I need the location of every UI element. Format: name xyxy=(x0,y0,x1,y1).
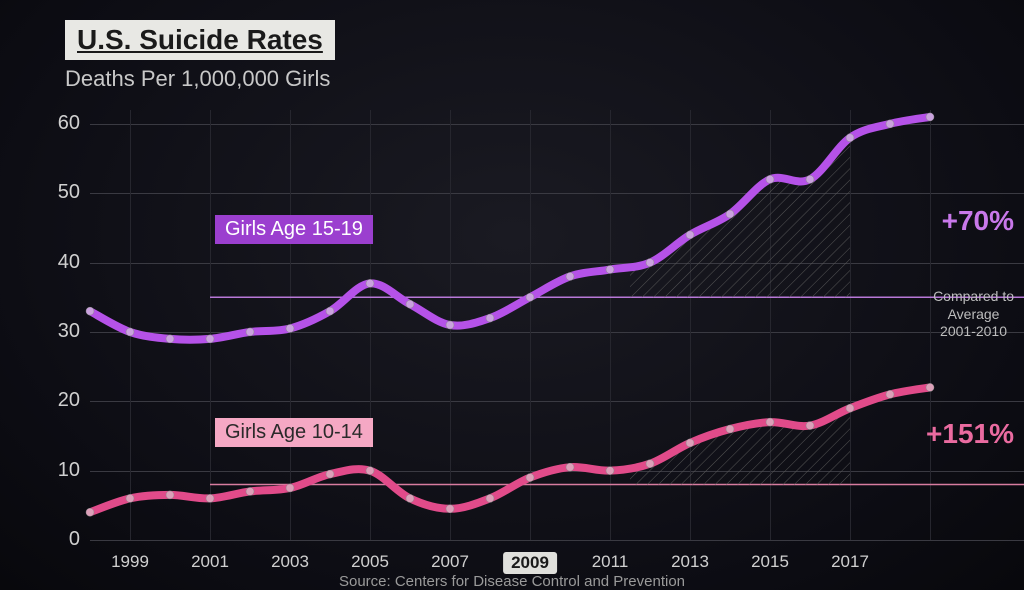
data-marker xyxy=(486,494,494,502)
data-marker xyxy=(86,508,94,516)
data-marker xyxy=(886,120,894,128)
data-marker xyxy=(326,307,334,315)
data-marker xyxy=(366,467,374,475)
data-marker xyxy=(566,272,574,280)
data-marker xyxy=(86,307,94,315)
data-marker xyxy=(286,484,294,492)
data-marker xyxy=(886,390,894,398)
data-marker xyxy=(846,134,854,142)
data-marker xyxy=(526,474,534,482)
data-marker xyxy=(846,404,854,412)
data-marker xyxy=(246,328,254,336)
data-marker xyxy=(926,113,934,121)
source-text: Source: Centers for Disease Control and … xyxy=(339,573,685,590)
data-marker xyxy=(206,494,214,502)
compared-to-label: Compared toAverage2001-2010 xyxy=(933,288,1014,341)
data-marker xyxy=(726,210,734,218)
data-marker xyxy=(446,321,454,329)
series-label: Girls Age 15-19 xyxy=(215,215,373,244)
data-marker xyxy=(406,300,414,308)
data-marker xyxy=(606,467,614,475)
data-marker xyxy=(766,175,774,183)
data-marker xyxy=(446,505,454,513)
data-marker xyxy=(126,494,134,502)
data-marker xyxy=(366,279,374,287)
chart-svg xyxy=(0,0,1024,590)
hatch-region xyxy=(630,138,850,298)
data-marker xyxy=(246,487,254,495)
data-marker xyxy=(686,231,694,239)
data-marker xyxy=(566,463,574,471)
data-marker xyxy=(406,494,414,502)
percent-change-label: +151% xyxy=(926,418,1014,450)
data-marker xyxy=(806,175,814,183)
data-marker xyxy=(286,324,294,332)
data-marker xyxy=(326,470,334,478)
data-marker xyxy=(206,335,214,343)
data-marker xyxy=(726,425,734,433)
data-marker xyxy=(646,259,654,267)
data-marker xyxy=(486,314,494,322)
data-marker xyxy=(166,335,174,343)
data-marker xyxy=(926,383,934,391)
data-marker xyxy=(686,439,694,447)
data-marker xyxy=(126,328,134,336)
data-marker xyxy=(526,293,534,301)
data-marker xyxy=(806,422,814,430)
percent-change-label: +70% xyxy=(942,205,1014,237)
series-label: Girls Age 10-14 xyxy=(215,418,373,447)
data-marker xyxy=(766,418,774,426)
data-marker xyxy=(606,266,614,274)
data-marker xyxy=(166,491,174,499)
data-marker xyxy=(646,460,654,468)
